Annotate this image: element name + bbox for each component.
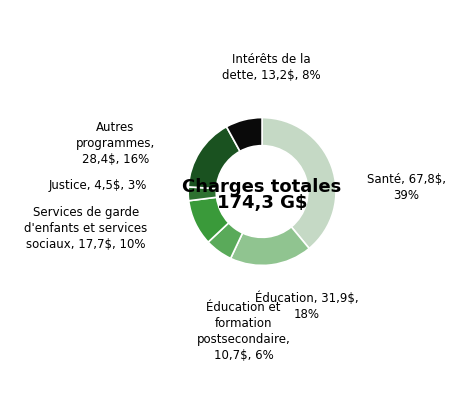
Text: Justice, 4,5$, 3%: Justice, 4,5$, 3% (49, 179, 148, 192)
Wedge shape (188, 187, 217, 201)
Text: Autres
programmes,
28,4$, 16%: Autres programmes, 28,4$, 16% (76, 121, 155, 166)
Wedge shape (230, 227, 309, 266)
Wedge shape (188, 127, 240, 189)
Wedge shape (262, 117, 336, 249)
Text: Santé, 67,8$,
39%: Santé, 67,8$, 39% (367, 173, 446, 202)
Text: Éducation et
formation
postsecondaire,
10,7$, 6%: Éducation et formation postsecondaire, 1… (197, 301, 290, 362)
Wedge shape (189, 197, 229, 242)
Text: Éducation, 31,9$,
18%: Éducation, 31,9$, 18% (254, 291, 358, 321)
Wedge shape (208, 223, 242, 259)
Text: Services de garde
d'enfants et services
sociaux, 17,7$, 10%: Services de garde d'enfants et services … (24, 206, 148, 251)
Text: Intérêts de la
dette, 13,2$, 8%: Intérêts de la dette, 13,2$, 8% (222, 53, 320, 82)
Text: Charges totales: Charges totales (183, 178, 342, 196)
Text: 174,3 G$: 174,3 G$ (217, 193, 307, 212)
Wedge shape (226, 117, 262, 151)
